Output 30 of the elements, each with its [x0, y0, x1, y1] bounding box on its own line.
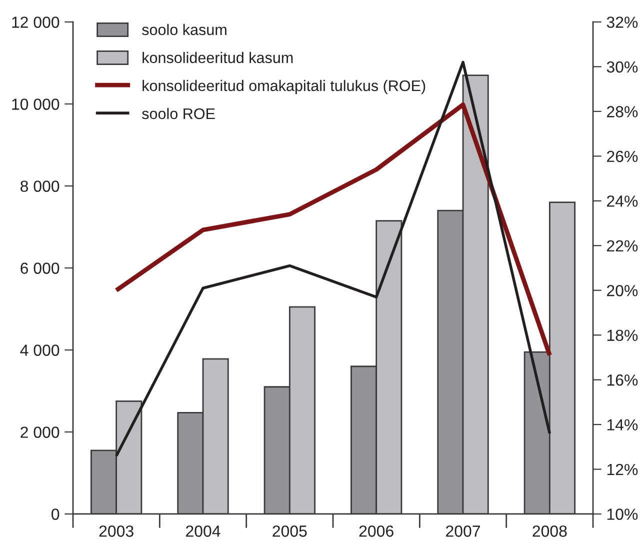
y-tick-label: 2 000 — [20, 426, 60, 438]
y-tick-label: 8 000 — [20, 180, 60, 192]
x-tick-label: 2003 — [99, 526, 134, 537]
line-series — [114, 102, 552, 358]
y2-tick-label: 30% — [606, 61, 638, 73]
x-tick-label: 2006 — [359, 526, 394, 537]
y2-tick-label: 20% — [607, 284, 638, 296]
y2-tick-label: 22% — [607, 240, 638, 252]
y2-tick-label: 14% — [607, 419, 638, 430]
x-tick-label: 2007 — [446, 526, 480, 537]
y2-tick-label: 18% — [607, 330, 638, 342]
legend-label: soolo kasum — [142, 24, 226, 36]
y2-tick-label: 24% — [607, 196, 638, 207]
x-tick-label: 2004 — [186, 526, 220, 537]
y-tick-label: 0 — [52, 508, 60, 520]
legend-label: konsolideeritud kasum — [142, 52, 293, 64]
y2-tick-label: 32% — [606, 16, 638, 28]
legend-label: konsolideeritud omakapitali tulukus (ROE) — [142, 80, 426, 94]
x-tick-label: 2008 — [532, 526, 567, 537]
y2-tick-label: 16% — [607, 374, 638, 386]
y2-tick-label: 10% — [607, 508, 638, 520]
y2-tick-label: 26% — [607, 150, 638, 162]
x-tick-label: 2005 — [272, 526, 307, 537]
legend-label: soolo ROE — [142, 108, 215, 120]
y-tick-label: 6 000 — [20, 262, 60, 274]
y-tick-label: 12 000 — [12, 16, 60, 28]
y-tick-label: 10 000 — [12, 98, 60, 110]
y-tick-label: 4 000 — [20, 344, 60, 356]
y2-tick-label: 12% — [607, 464, 638, 476]
y2-tick-label: 28% — [607, 106, 638, 118]
